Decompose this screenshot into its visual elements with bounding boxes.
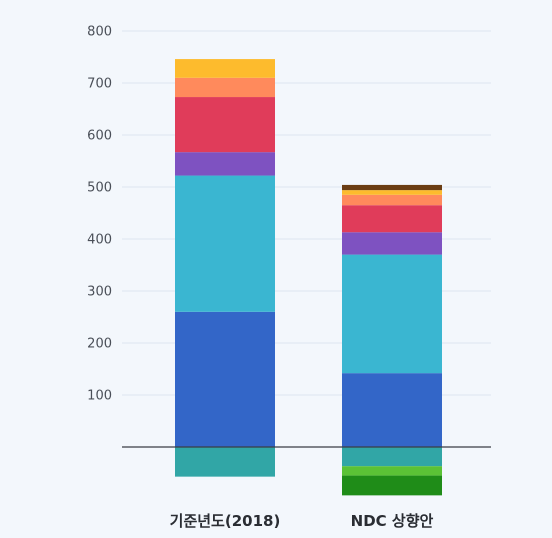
bar-segment [175,97,275,153]
bar-segment [342,190,442,195]
bar-segment-negative [342,466,442,476]
bar-segment [342,194,442,206]
bar-segment-negative [175,447,275,477]
bar-segment-negative [342,475,442,496]
x-category-label: NDC 상향안 [351,512,434,530]
y-tick-label: 300 [87,285,112,300]
y-tick-label: 800 [87,25,112,40]
bar-segment [342,205,442,233]
bar-segment [342,254,442,374]
y-tick-label: 200 [87,337,112,352]
x-category-label: 기준년도(2018) [170,512,281,530]
y-tick-label: 700 [87,77,112,92]
bar-segment-negative [342,447,442,467]
bar-segment [342,184,442,191]
y-tick-label: 100 [87,389,112,404]
bar-segment [175,175,275,312]
bar-segment [342,373,442,447]
x-axis-labels: 기준년도(2018) NDC 상향안 [170,512,434,530]
bar-segment [175,311,275,447]
y-tick-label: 500 [87,181,112,196]
bar-segment [175,59,275,78]
bar-segment [175,152,275,176]
y-tick-label: 600 [87,129,112,144]
y-axis-ticks: 100 200 300 400 500 600 700 800 [87,25,112,404]
bar-segment [342,232,442,255]
bars [175,59,442,496]
y-tick-label: 400 [87,233,112,248]
bar-segment [175,77,275,98]
